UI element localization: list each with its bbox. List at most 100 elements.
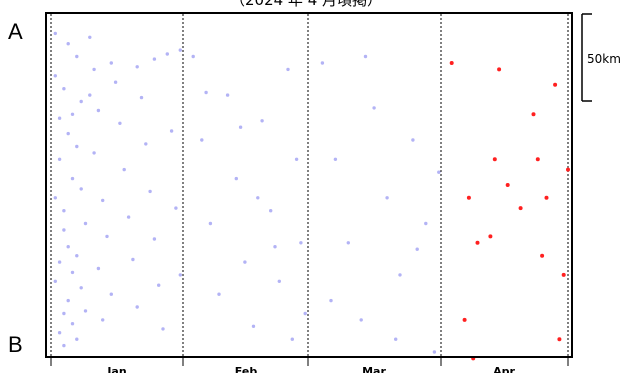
data-point-blue [66,131,70,136]
data-point-blue [62,311,66,316]
month-label-jan: Jan [106,365,126,373]
data-point-blue [96,266,101,271]
data-point-blue [101,198,105,203]
data-point-blue [131,257,135,262]
data-point-red [535,157,540,162]
data-point-blue [204,90,208,95]
data-point-blue [161,327,165,331]
data-point-blue [415,247,419,251]
data-point-red [544,195,549,200]
data-point-blue [152,57,157,61]
data-point-blue [299,241,303,245]
data-point-blue [79,99,83,104]
scale-bar-label: 50km [587,52,621,66]
data-point-red [531,112,536,117]
data-point-blue [66,42,70,46]
data-point-blue [260,119,264,123]
data-point-red [488,234,493,239]
data-point-blue [437,170,441,174]
data-point-blue [157,283,161,287]
month-label-apr: Apr [493,365,515,373]
data-point-blue [101,318,105,322]
data-point-blue [424,221,428,226]
chart-title: （2024 年 4 月頃掲） [230,0,382,9]
scale-bar: 50km [581,13,621,102]
data-point-red [466,195,471,200]
data-point-blue [113,80,118,84]
data-point-blue [92,67,96,72]
data-point-blue [234,176,238,181]
data-point-red [497,67,502,72]
data-point-blue [238,125,243,129]
data-point-red [462,317,467,322]
data-point-blue [144,142,148,146]
data-point-blue [243,260,247,264]
data-point-blue [148,189,152,194]
data-point-blue [251,324,256,328]
data-point-blue [178,48,182,52]
data-point-blue [75,54,79,59]
data-point-blue [57,331,62,335]
data-point-blue [169,129,174,133]
data-point-blue [191,54,195,59]
data-points [53,31,570,361]
data-point-blue [83,221,88,226]
data-point-blue [122,167,126,172]
data-point-blue [75,144,79,149]
data-point-blue [57,116,62,120]
data-point-blue [329,298,333,303]
data-point-blue [165,52,169,56]
data-point-blue [70,322,75,326]
data-point-blue [118,121,122,126]
data-point-blue [269,209,273,213]
data-point-blue [53,196,57,200]
data-point-blue [139,95,144,100]
data-point-blue [217,292,221,296]
data-point-blue [277,279,281,283]
data-point-blue [363,54,368,59]
end-label-top: A [8,19,23,44]
data-point-blue [109,61,114,65]
data-point-blue [66,298,70,303]
month-label-feb: Feb [235,365,258,373]
data-point-blue [333,157,338,161]
data-point-blue [152,237,157,241]
data-point-red [566,167,570,172]
data-point-blue [411,138,415,142]
data-point-red [561,272,566,277]
data-point-blue [83,309,88,313]
data-point-blue [432,350,437,354]
data-point-blue [109,292,114,296]
data-point-red [557,337,562,342]
month-label-mar: Mar [362,365,386,373]
data-point-blue [88,35,92,39]
data-point-red [553,82,558,87]
data-point-blue [53,31,57,36]
data-point-blue [79,187,83,191]
grid-lines [182,14,569,356]
data-point-blue [66,245,70,249]
plot-frame [45,12,573,358]
month-labels: Jan Feb Mar Apr [106,365,515,373]
data-point-blue [359,318,363,322]
data-point-red [505,183,510,187]
data-point-blue [79,286,83,290]
data-point-blue [372,106,376,110]
data-point-blue [294,157,299,161]
data-point-blue [174,206,178,210]
data-point-blue [70,270,75,275]
data-point-blue [62,87,66,91]
data-point-blue [290,337,294,341]
data-point-blue [225,93,230,97]
data-point-red [518,206,523,211]
data-point-red [475,240,480,245]
data-point-red [449,61,454,65]
data-point-blue [208,221,213,226]
data-point-blue [135,65,139,69]
data-point-blue [200,138,204,142]
data-point-blue [126,215,131,219]
data-point-blue [53,279,57,283]
data-point-blue [273,245,277,249]
data-point-blue [57,157,62,161]
